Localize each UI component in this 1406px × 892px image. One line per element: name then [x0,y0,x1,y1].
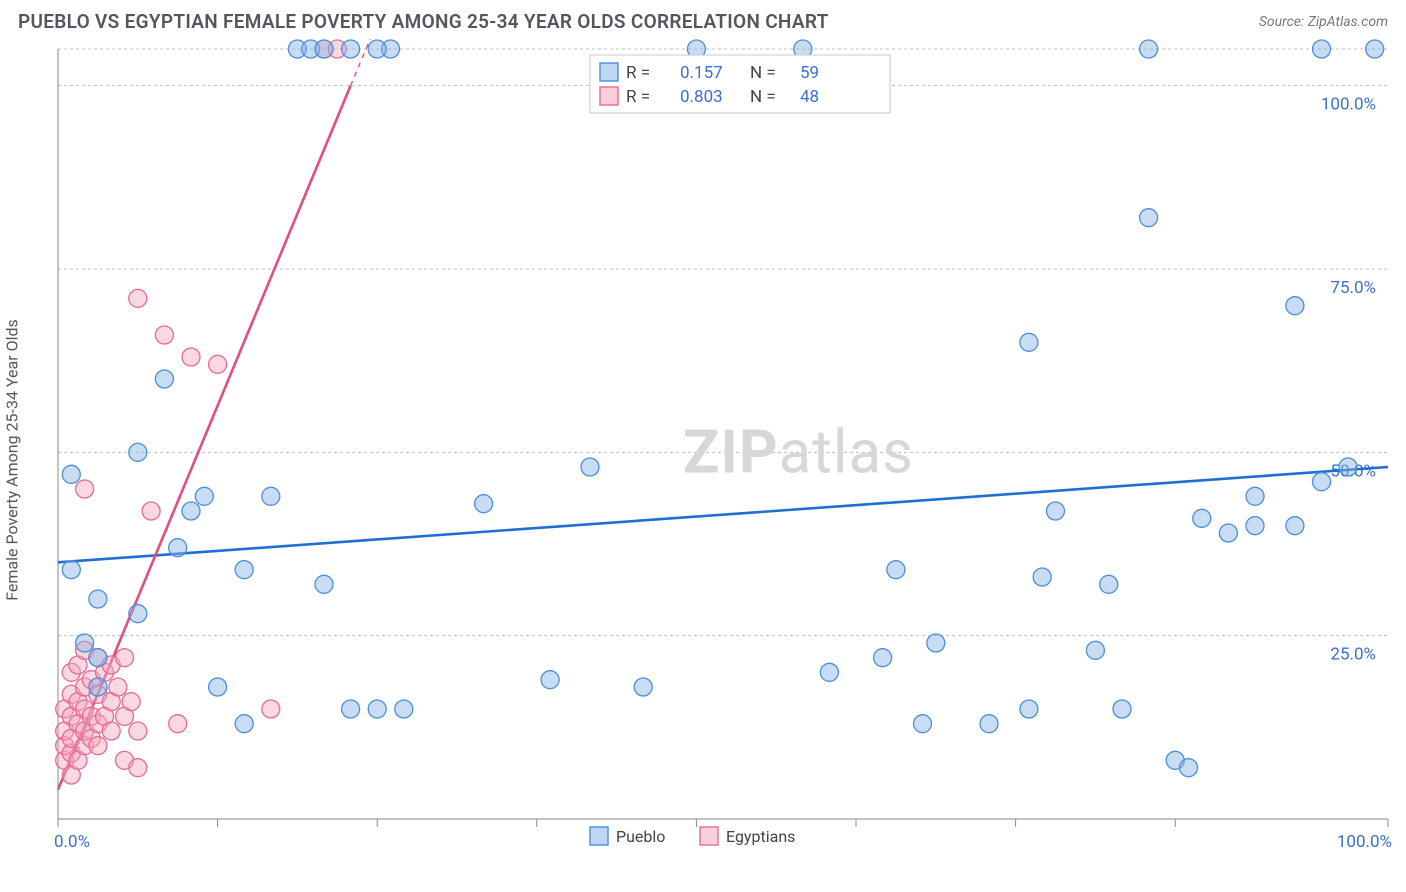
point-pueblo [89,678,107,696]
point-pueblo [1086,641,1104,659]
point-pueblo [914,715,932,733]
point-pueblo [76,634,94,652]
x-tick-label: 100.0% [1337,832,1392,852]
point-pueblo [262,487,280,505]
point-pueblo [1286,517,1304,535]
point-pueblo [1193,509,1211,527]
legend-r-value: 0.803 [680,87,723,107]
legend-r-label: R = [626,63,650,83]
legend-swatch-pueblo [590,827,608,845]
point-egyptians [262,700,280,718]
point-egyptians [109,678,127,696]
source-name: ZipAtlas.com [1308,14,1388,30]
point-pueblo [1313,40,1331,58]
legend-n-value: 59 [800,63,819,83]
point-pueblo [1313,473,1331,491]
point-pueblo [368,700,386,718]
point-egyptians [89,737,107,755]
point-pueblo [541,671,559,689]
point-egyptians [122,693,140,711]
point-egyptians [209,355,227,373]
point-pueblo [129,605,147,623]
point-pueblo [887,561,905,579]
point-pueblo [209,678,227,696]
point-pueblo [235,561,253,579]
point-egyptians [102,722,120,740]
point-pueblo [1113,700,1131,718]
point-pueblo [820,663,838,681]
y-tick-label: 100.0% [1321,95,1376,115]
point-egyptians [142,502,160,520]
point-pueblo [169,539,187,557]
point-egyptians [116,649,134,667]
point-pueblo [927,634,945,652]
source-attribution: Source: ZipAtlas.com [1259,14,1388,30]
point-pueblo [1020,700,1038,718]
legend-label-egyptians: Egyptians [726,827,795,846]
point-pueblo [1180,759,1198,777]
point-egyptians [76,480,94,498]
point-pueblo [182,502,200,520]
legend-r-label: R = [626,87,650,107]
point-pueblo [1100,575,1118,593]
point-pueblo [195,487,213,505]
y-tick-label: 75.0% [1330,278,1376,298]
chart-container: Female Poverty Among 25-34 Year Olds 25.… [0,39,1406,881]
point-pueblo [1246,517,1264,535]
point-pueblo [89,649,107,667]
point-pueblo [980,715,998,733]
point-pueblo [368,40,386,58]
point-pueblo [342,40,360,58]
point-pueblo [395,700,413,718]
source-label: Source: [1259,14,1304,30]
point-pueblo [1033,568,1051,586]
legend-r-value: 0.157 [680,63,723,83]
y-tick-label: 25.0% [1330,645,1376,665]
point-pueblo [89,590,107,608]
point-pueblo [874,649,892,667]
point-pueblo [155,370,173,388]
point-egyptians [129,759,147,777]
point-pueblo [1286,297,1304,315]
point-pueblo [581,458,599,476]
point-egyptians [129,722,147,740]
point-pueblo [634,678,652,696]
legend-swatch-egyptians [600,87,618,105]
point-pueblo [1246,487,1264,505]
point-pueblo [129,443,147,461]
point-pueblo [1020,333,1038,351]
point-pueblo [315,40,333,58]
point-egyptians [129,289,147,307]
legend-n-value: 48 [800,87,819,107]
point-pueblo [1219,524,1237,542]
x-tick-label: 0.0% [54,832,90,852]
legend-label-pueblo: Pueblo [616,827,665,846]
legend-swatch-egyptians [700,827,718,845]
legend-swatch-pueblo [600,63,618,81]
y-axis-label: Female Poverty Among 25-34 Year Olds [3,319,22,601]
point-pueblo [1047,502,1065,520]
point-pueblo [1366,40,1384,58]
point-egyptians [169,715,187,733]
point-pueblo [235,715,253,733]
point-pueblo [342,700,360,718]
point-pueblo [1339,458,1357,476]
point-pueblo [1140,40,1158,58]
point-pueblo [1140,209,1158,227]
scatter-chart: 25.0%50.0%75.0%100.0%0.0%100.0%ZIPatlasR… [0,39,1406,881]
watermark: ZIPatlas [683,416,914,487]
point-pueblo [475,495,493,513]
point-pueblo [315,575,333,593]
point-pueblo [62,465,80,483]
point-egyptians [182,348,200,366]
point-egyptians [155,326,173,344]
legend-n-label: N = [750,87,776,107]
chart-title: PUEBLO VS EGYPTIAN FEMALE POVERTY AMONG … [18,10,829,33]
point-pueblo [62,561,80,579]
legend-n-label: N = [750,63,776,83]
